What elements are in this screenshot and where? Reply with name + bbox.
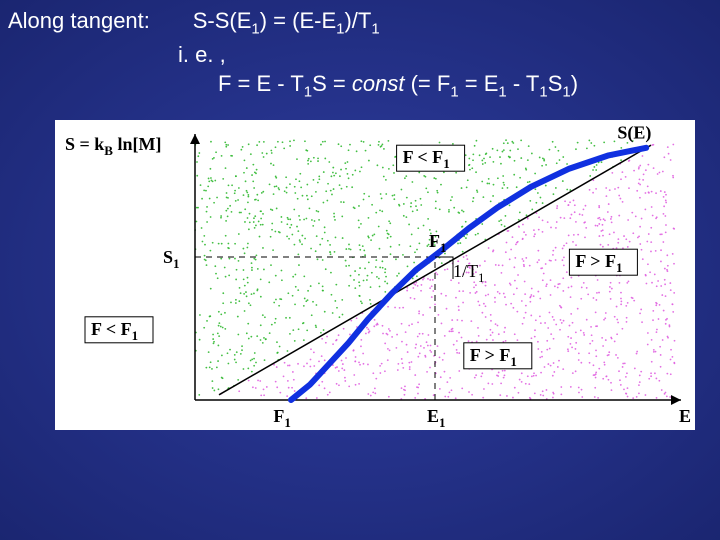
label-FgtF1-bot: F > F1: [464, 343, 532, 369]
svg-text:E: E: [679, 406, 691, 426]
svg-text:S(E): S(E): [617, 123, 651, 144]
label-FltF1-left: F < F1: [85, 317, 153, 343]
header-text: Along tangent: S-S(E1) = (E-E1)/T1 i. e.…: [0, 0, 720, 109]
entropy-energy-graph: S = kB ln[M]EF1E1S1S(E)F < F1F < F1F > F…: [55, 120, 695, 430]
label-FgtF1-right: F > F1: [569, 249, 637, 275]
label-FltF1-top: F < F1: [397, 145, 465, 171]
along-tangent-label: Along tangent:: [8, 8, 150, 33]
